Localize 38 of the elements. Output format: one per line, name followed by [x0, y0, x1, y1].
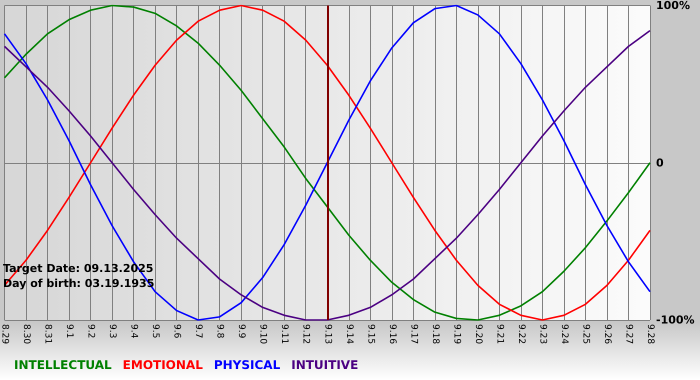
y-tick-label: 0: [656, 156, 664, 170]
x-tick-label: 9.26: [602, 324, 612, 344]
x-tick-label: 9.9: [236, 324, 246, 339]
x-tick-label: 8.31: [42, 324, 53, 344]
x-tick-label: 9.23: [537, 324, 548, 344]
text: EMOTIONAL: [122, 358, 204, 372]
x-tick-label: 9.21: [494, 324, 504, 344]
x-tick-label: 9.10: [258, 324, 268, 344]
x-tick-label: 9.25: [580, 324, 590, 344]
text: INTELLECTUAL: [14, 358, 112, 372]
x-tick-label: 8.29: [0, 324, 10, 344]
x-tick-label: 9.14: [344, 324, 354, 344]
text: PHYSICAL: [214, 358, 281, 372]
x-tick-label: 9.22: [516, 324, 526, 344]
x-tick-label: 9.15: [365, 324, 376, 344]
y-tick-label: 100%: [656, 0, 690, 12]
text: INTUITIVE: [291, 358, 358, 372]
x-tick-label: 9.4: [128, 324, 139, 339]
x-tick-label: 9.8: [214, 324, 225, 339]
x-tick-label: 9.16: [386, 324, 397, 344]
x-tick-label: 9.7: [193, 324, 204, 338]
x-tick-label: 9.11: [279, 324, 290, 344]
x-tick-label: 9.28: [645, 324, 655, 344]
x-tick-label: 9.19: [451, 324, 462, 344]
y-tick-label: -100%: [656, 314, 695, 326]
x-tick-label: 9.5: [150, 324, 160, 338]
x-tick-label: 9.24: [558, 324, 569, 344]
x-tick-label: 9.13: [322, 324, 332, 344]
x-tick-label: 9.20: [472, 324, 483, 344]
x-tick-label: 9.12: [300, 324, 311, 344]
x-tick-label: 9.1: [64, 324, 74, 338]
x-tick-label: 9.27: [623, 324, 634, 344]
x-tick-label: 9.17: [408, 324, 418, 344]
x-tick-label: 9.3: [107, 324, 118, 338]
x-tick-label: 9.18: [430, 324, 440, 344]
x-tick-label: 9.6: [172, 324, 182, 339]
x-tick-label: 9.2: [86, 324, 96, 338]
x-tick-label: 8.30: [21, 324, 32, 344]
